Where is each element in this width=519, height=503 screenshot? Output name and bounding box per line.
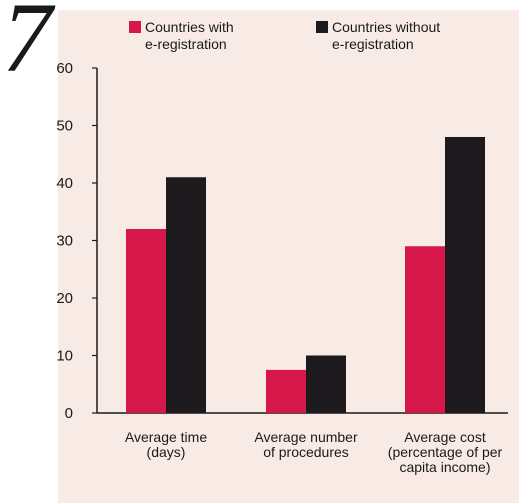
y-tick-label: 40: [56, 175, 73, 192]
category-label: (percentage of per: [388, 444, 503, 460]
bar-with-1: [266, 369, 306, 413]
y-tick-label: 60: [56, 60, 73, 77]
y-tick-label: 50: [56, 118, 73, 135]
legend-label: e-registration: [332, 36, 414, 52]
category-label: capita income): [399, 459, 490, 475]
bar-without-0: [166, 177, 206, 413]
legend-label: Countries without: [332, 19, 440, 35]
legend-label: Countries with: [145, 19, 234, 35]
category-label: Average cost: [404, 429, 486, 445]
bar-with-0: [126, 229, 166, 413]
y-tick-label: 30: [56, 233, 73, 250]
y-tick-label: 10: [56, 348, 73, 365]
legend-swatch: [129, 21, 141, 33]
figure-number: 7: [2, 0, 52, 93]
y-axis: 0 10 20 30 40 50 60: [56, 60, 98, 422]
bar-with-2: [405, 246, 445, 413]
y-tick-label: 0: [65, 405, 73, 422]
legend-label: e-registration: [145, 36, 227, 52]
bars: [126, 137, 485, 413]
y-tick-label: 20: [56, 290, 73, 307]
legend-swatch: [316, 21, 328, 33]
bar-without-1: [306, 355, 346, 413]
category-label: Average number: [254, 429, 358, 445]
category-label: of procedures: [263, 444, 349, 460]
category-label: (days): [147, 444, 186, 460]
bar-without-2: [445, 137, 485, 413]
category-label: Average time: [125, 429, 207, 445]
